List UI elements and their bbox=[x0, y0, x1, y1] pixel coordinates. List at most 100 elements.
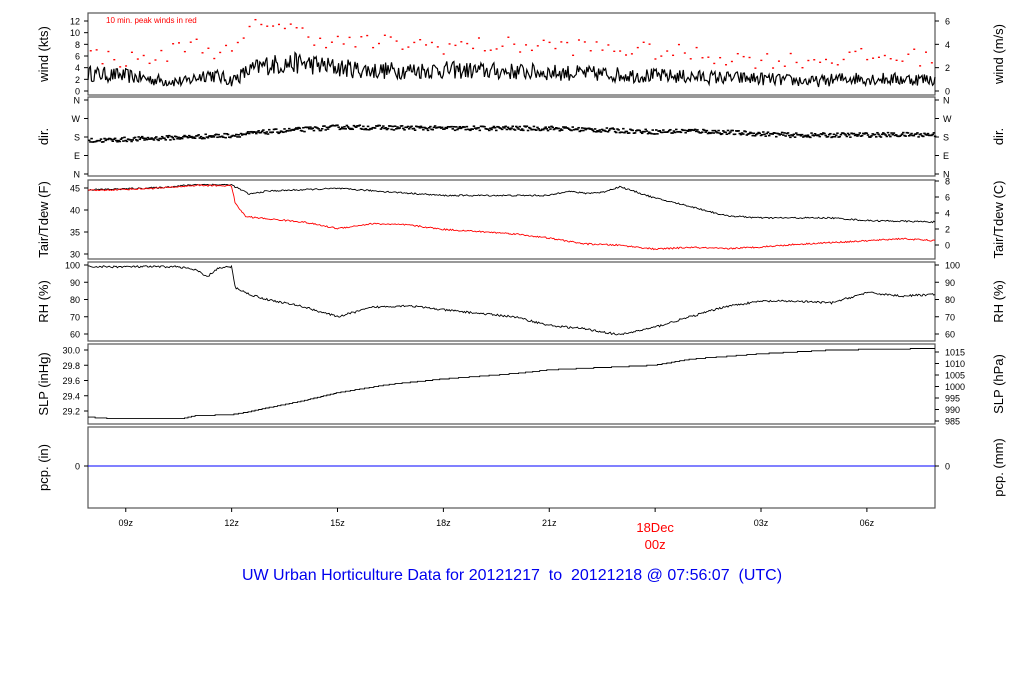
direction-point bbox=[159, 138, 163, 140]
direction-point bbox=[244, 133, 247, 136]
direction-point bbox=[909, 134, 912, 136]
direction-point bbox=[631, 129, 634, 132]
direction-point bbox=[817, 134, 820, 136]
peak-wind-point bbox=[842, 58, 845, 61]
peak-wind-point bbox=[501, 45, 504, 47]
peak-wind-point bbox=[254, 18, 257, 21]
direction-point bbox=[829, 132, 832, 135]
direction-point bbox=[537, 128, 540, 130]
direction-point bbox=[843, 132, 846, 135]
y-tick-label-right: 2 bbox=[945, 225, 950, 235]
peak-wind-point bbox=[454, 44, 457, 47]
direction-point bbox=[464, 128, 467, 131]
direction-point bbox=[176, 137, 179, 140]
peak-wind-point bbox=[172, 43, 175, 45]
direction-point bbox=[612, 128, 616, 130]
direction-point bbox=[715, 131, 718, 133]
direction-point bbox=[384, 126, 387, 129]
direction-point bbox=[223, 132, 226, 135]
direction-point bbox=[390, 128, 393, 131]
peak-wind-point bbox=[760, 59, 763, 62]
direction-point bbox=[783, 132, 786, 134]
peak-wind-point bbox=[560, 41, 563, 43]
direction-point bbox=[112, 138, 116, 141]
peak-wind-point bbox=[472, 47, 475, 50]
day-label: 18Dec bbox=[636, 520, 674, 535]
direction-point bbox=[806, 134, 810, 137]
direction-point bbox=[673, 131, 677, 134]
peak-wind-point bbox=[801, 67, 804, 69]
peak-wind-note: 10 min. peak winds in red bbox=[106, 16, 197, 25]
y-axis-label-right: RH (%) bbox=[991, 280, 1006, 323]
direction-point bbox=[613, 130, 617, 133]
direction-point bbox=[916, 132, 919, 134]
direction-point bbox=[831, 135, 834, 138]
direction-point bbox=[118, 140, 122, 143]
direction-point bbox=[904, 135, 907, 137]
y-tick-label-right: 6 bbox=[945, 193, 950, 203]
direction-point bbox=[340, 126, 344, 129]
direction-point bbox=[689, 130, 692, 132]
direction-point bbox=[391, 125, 395, 128]
direction-point bbox=[116, 140, 119, 143]
direction-point bbox=[560, 129, 564, 131]
y-tick-label-right: 995 bbox=[945, 394, 960, 404]
direction-point bbox=[857, 133, 860, 136]
direction-point bbox=[559, 128, 563, 130]
direction-point bbox=[166, 136, 170, 139]
direction-point bbox=[347, 127, 351, 130]
y-tick-label-right: 1005 bbox=[945, 371, 965, 381]
direction-point bbox=[638, 129, 642, 132]
peak-wind-point bbox=[572, 54, 575, 57]
direction-point bbox=[167, 134, 171, 137]
direction-point bbox=[711, 129, 714, 132]
peak-wind-point bbox=[825, 58, 828, 61]
y-axis-label-left: Tair/Tdew (F) bbox=[36, 181, 51, 258]
peak-wind-point bbox=[277, 23, 280, 26]
direction-point bbox=[339, 127, 343, 130]
peak-wind-point bbox=[360, 36, 363, 38]
y-tick-label-right: 8 bbox=[945, 177, 950, 187]
peak-wind-point bbox=[148, 62, 151, 65]
peak-wind-point bbox=[330, 41, 333, 43]
direction-point bbox=[792, 133, 796, 136]
panel-frame bbox=[87, 12, 936, 96]
direction-point bbox=[307, 127, 311, 130]
direction-point bbox=[172, 138, 176, 141]
direction-point bbox=[910, 132, 913, 135]
direction-point bbox=[726, 129, 730, 132]
direction-point bbox=[224, 136, 227, 139]
direction-point bbox=[885, 135, 889, 138]
y-tick-label-right: 985 bbox=[945, 417, 960, 427]
peak-wind-point bbox=[383, 34, 386, 36]
direction-point bbox=[153, 137, 157, 139]
direction-point bbox=[518, 125, 522, 128]
direction-point bbox=[220, 135, 224, 138]
peak-wind-point bbox=[895, 59, 898, 61]
direction-point bbox=[309, 126, 312, 128]
peak-wind-point bbox=[789, 52, 792, 55]
peak-wind-point bbox=[325, 46, 328, 49]
peak-wind-point bbox=[319, 37, 322, 40]
peak-wind-point bbox=[883, 54, 886, 57]
direction-point bbox=[443, 128, 446, 130]
direction-point bbox=[233, 135, 237, 137]
direction-point bbox=[866, 134, 870, 136]
direction-point bbox=[546, 129, 550, 132]
direction-point bbox=[880, 133, 884, 136]
y-tick-label: N bbox=[74, 96, 81, 106]
direction-point bbox=[140, 135, 144, 138]
direction-point bbox=[740, 132, 744, 134]
direction-point bbox=[425, 127, 429, 130]
direction-point bbox=[503, 127, 506, 129]
direction-point bbox=[306, 126, 310, 129]
y-tick-label-right: 4 bbox=[945, 209, 950, 219]
direction-point bbox=[311, 127, 315, 130]
peak-wind-point bbox=[183, 50, 186, 53]
direction-point bbox=[595, 131, 598, 133]
direction-point bbox=[177, 136, 180, 139]
direction-point bbox=[684, 131, 687, 134]
peak-wind-point bbox=[460, 41, 463, 43]
direction-point bbox=[870, 135, 873, 137]
direction-point bbox=[567, 128, 571, 130]
